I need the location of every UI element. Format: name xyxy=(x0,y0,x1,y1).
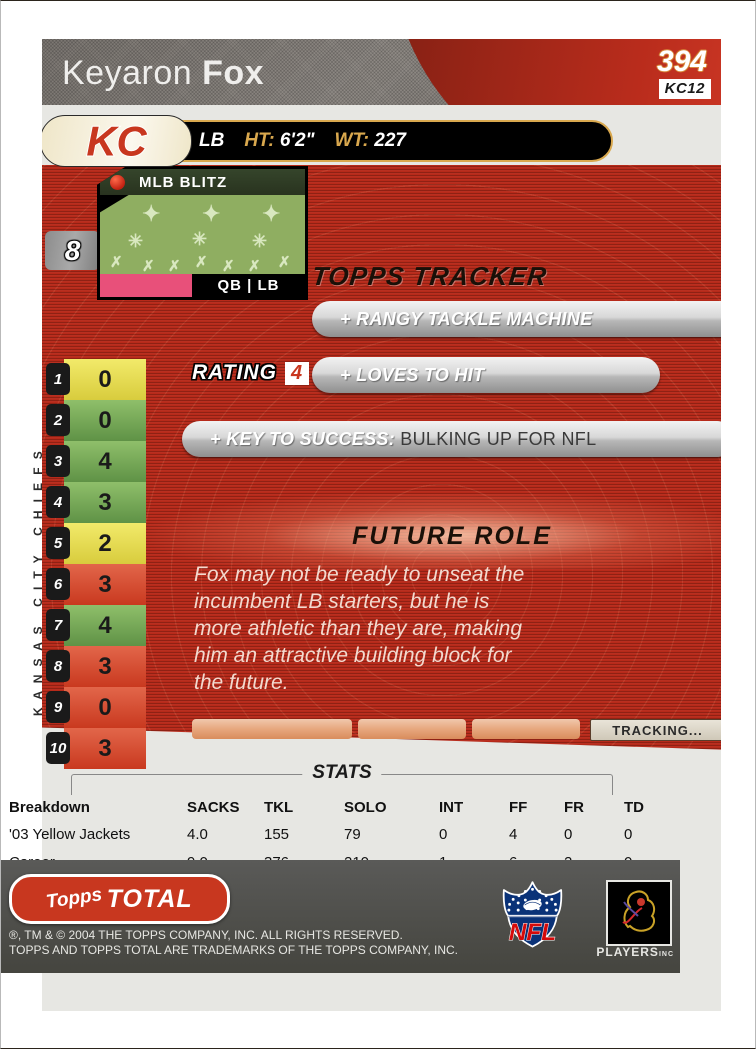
svg-text:NFL: NFL xyxy=(509,919,556,946)
svg-text:KC: KC xyxy=(86,117,147,164)
